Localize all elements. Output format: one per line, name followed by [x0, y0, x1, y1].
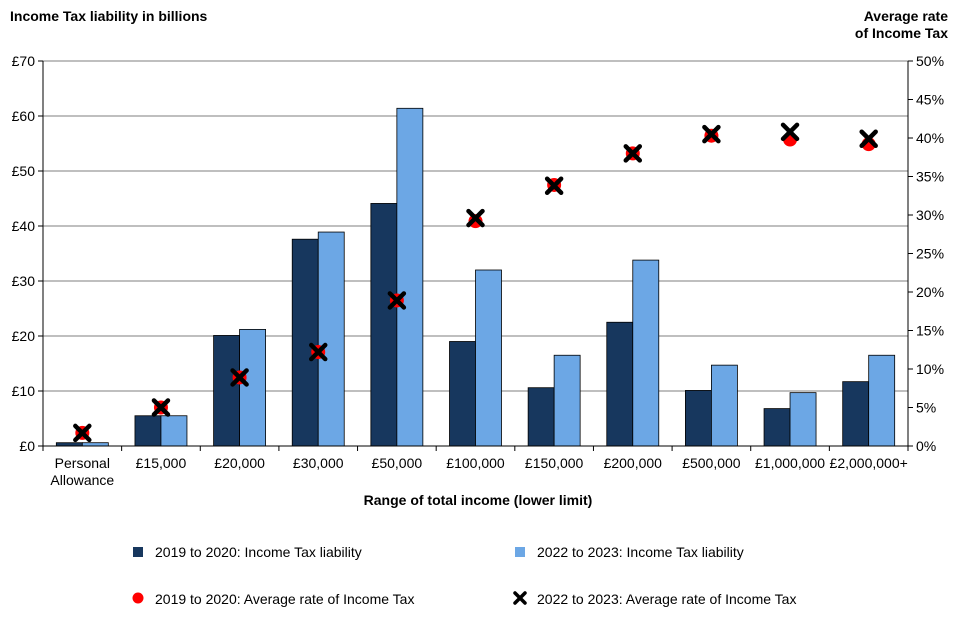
marker-2022-rate — [466, 208, 485, 228]
right-tick-label: 15% — [916, 323, 944, 339]
legend-marker-2022-rate — [513, 591, 527, 605]
marker-x-stroke — [780, 122, 800, 142]
marker-2022-rate — [387, 291, 407, 310]
bar-2019-liability — [449, 341, 476, 447]
marker-x-stroke — [466, 208, 485, 228]
axes-group — [38, 60, 913, 451]
marker-x-stroke — [387, 291, 407, 310]
x-tick-label: £100,000 — [446, 455, 505, 471]
bar-2022-liability — [475, 269, 502, 447]
x-tick-label: £1,000,000 — [755, 455, 825, 471]
tick-labels: £0 £10 £20 £30 £40 £50 £60 £70 0% 5% 10% 15% 20% 25% 3… — [12, 53, 944, 488]
x-tick-label: £2,000,000+ — [830, 455, 908, 471]
legend-marker-2019-rate — [132, 592, 144, 604]
left-tick-label: £0 — [19, 438, 35, 454]
right-axis-title-line2: of Income Tax — [855, 25, 948, 41]
bar-2019-liability — [606, 321, 634, 447]
bar-2019-liability — [213, 335, 240, 447]
x-axis-title: Range of total income (lower limit) — [364, 492, 593, 508]
legend-label-2019-liability: 2019 to 2020: Income Tax liability — [155, 544, 362, 560]
bar-2019-liability — [527, 387, 555, 447]
marker-x-stroke — [544, 176, 564, 195]
right-tick-label: 45% — [916, 92, 944, 108]
right-tick-label: 50% — [916, 53, 944, 69]
bar-2019-liability — [842, 381, 870, 447]
marker-x-stroke — [73, 423, 92, 443]
right-tick-label: 40% — [916, 130, 944, 146]
marker-x-stroke — [702, 124, 721, 144]
bar-2022-liability — [789, 392, 817, 447]
right-tick-label: 30% — [916, 207, 944, 223]
marker-2022-rate — [73, 423, 92, 443]
legend-label-2022-rate: 2022 to 2023: Average rate of Income Tax — [537, 591, 796, 607]
legend: 2019 to 2020: Income Tax liability 2022 … — [132, 544, 796, 607]
left-tick-label: £30 — [12, 273, 36, 289]
bar-2022-liability — [317, 231, 345, 447]
left-tick-label: £10 — [12, 383, 36, 399]
left-axis-title: Income Tax liability in billions — [10, 8, 208, 24]
bar-2022-liability — [553, 354, 581, 447]
bar-2022-liability — [396, 107, 424, 447]
bar-2022-liability — [711, 364, 738, 447]
bar-2022-liability — [632, 259, 660, 447]
left-tick-label: £40 — [12, 218, 36, 234]
bar-2019-liability — [685, 390, 712, 447]
marker-2022-rate — [702, 124, 721, 144]
x-tick-label: Personal Allowance — [50, 455, 114, 488]
marker-2022-rate — [623, 144, 643, 163]
marker-x-stroke — [308, 342, 328, 362]
marker-2022-rate — [308, 342, 328, 362]
x-tick-label: £30,000 — [293, 455, 344, 471]
bars-group — [55, 107, 896, 447]
legend-swatch-2022-liability — [515, 547, 525, 557]
marker-2022-rate — [544, 176, 564, 195]
right-tick-label: 20% — [916, 284, 944, 300]
left-tick-label: £50 — [12, 163, 36, 179]
legend-swatch-2019-liability — [133, 547, 143, 557]
marker-x-stroke — [151, 398, 171, 417]
x-tick-label: £200,000 — [604, 455, 663, 471]
x-tick-label: £20,000 — [214, 455, 265, 471]
marker-2022-rate — [780, 122, 800, 142]
right-tick-label: 10% — [916, 361, 944, 377]
right-tick-label: 0% — [916, 438, 936, 454]
right-tick-label: 5% — [916, 400, 936, 416]
left-tick-label: £60 — [12, 108, 36, 124]
marker-2022-rate — [230, 368, 249, 387]
bar-2022-liability — [160, 415, 188, 447]
legend-label-2022-liability: 2022 to 2023: Income Tax liability — [537, 544, 744, 560]
marker-x-stroke — [230, 368, 249, 387]
marker-2022-rate — [151, 398, 171, 417]
left-tick-label: £70 — [12, 53, 36, 69]
right-axis-title-line1: Average rate — [864, 8, 949, 24]
markers-group — [73, 122, 878, 443]
x-tick-label: £500,000 — [682, 455, 741, 471]
marker-x-stroke — [859, 129, 878, 149]
right-tick-label: 35% — [916, 169, 944, 185]
legend-label-2019-rate: 2019 to 2020: Average rate of Income Tax — [155, 591, 414, 607]
marker-2022-rate — [859, 129, 878, 149]
bar-2022-liability — [239, 328, 266, 447]
bar-2022-liability — [868, 354, 896, 447]
bar-2019-liability — [763, 408, 791, 447]
bar-2019-liability — [370, 203, 398, 447]
marker-x-stroke — [623, 144, 643, 163]
bar-2019-liability — [134, 415, 162, 447]
left-tick-label: £20 — [12, 328, 36, 344]
right-tick-label: 25% — [916, 246, 944, 262]
bar-2019-liability — [291, 238, 319, 447]
x-tick-label: £15,000 — [136, 455, 187, 471]
x-tick-label: £50,000 — [372, 455, 423, 471]
x-tick-label: £150,000 — [525, 455, 584, 471]
